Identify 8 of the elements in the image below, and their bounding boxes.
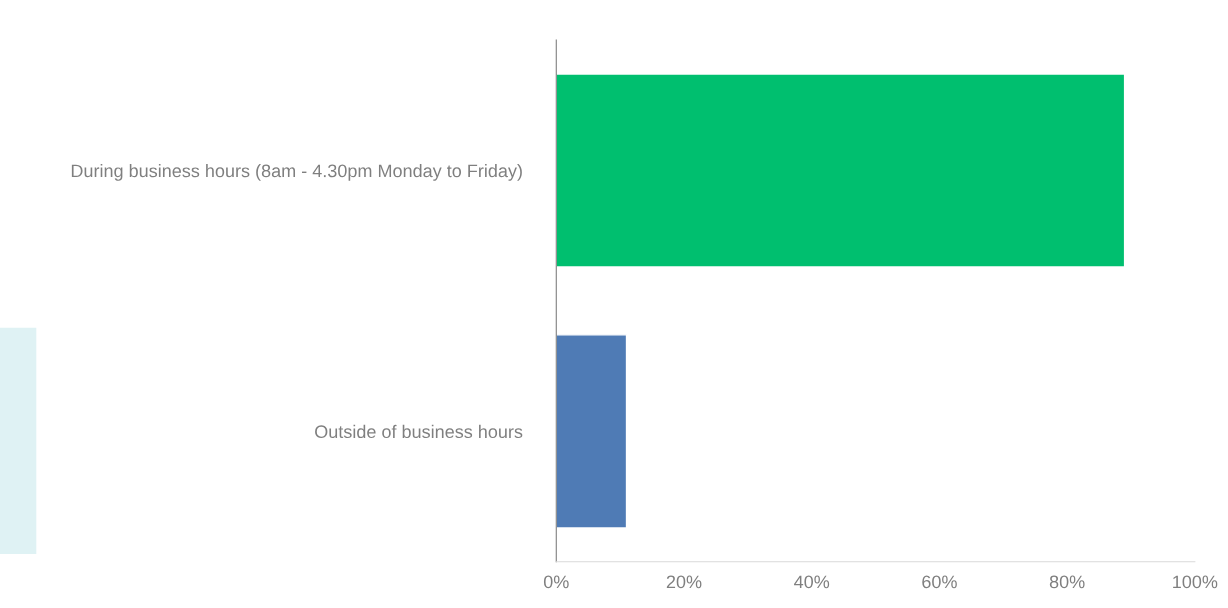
x-tick-label: 80% — [1049, 575, 1085, 589]
y-tick-label: During business hours (8am - 4.30pm Monday to Friday) — [71, 164, 522, 181]
x-tick-label: 0% — [543, 575, 569, 589]
x-tick-label: 100% — [1173, 575, 1218, 589]
y-tick-label: Outside of business hours — [315, 424, 523, 439]
x-tick-label: 20% — [666, 575, 702, 589]
x-tick-label: 40% — [794, 575, 830, 589]
x-tick-label: 60% — [922, 575, 957, 589]
